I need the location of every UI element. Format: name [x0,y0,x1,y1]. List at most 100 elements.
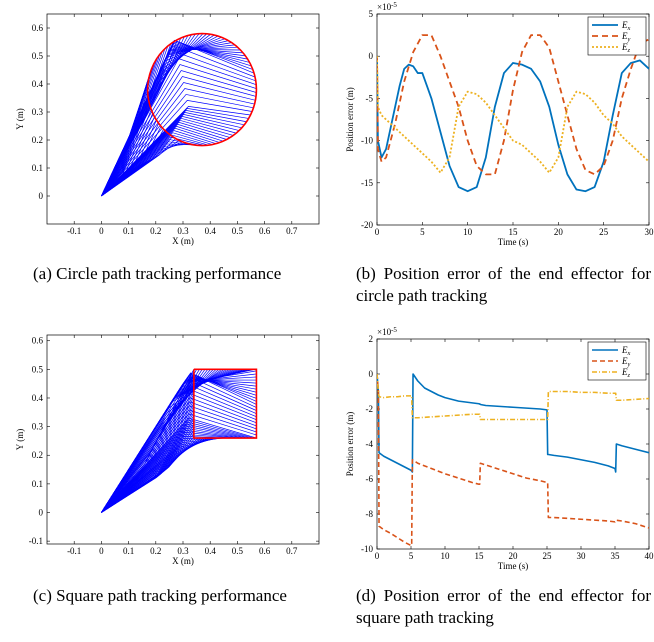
y-tick-label: 0.4 [32,79,44,89]
y-tick-label: 0 [369,51,374,61]
axes-group: -0.1 0 0.1 0.2 0.3 0.4 0.5 0.6 0.7 -0.1 0 0.1 0.2 0.3… [15,334,320,566]
x-tick-label: 0.6 [259,226,271,236]
x-tick-label: 0.4 [205,226,217,236]
robot-link [101,393,257,513]
y-tick-label: -10 [361,136,373,146]
x-tick-label: 30 [645,227,654,237]
panel-a: -0.1 0 0.1 0.2 0.3 0.4 0.5 0.6 0.7 0 0.1 0.2 0.3 0.4 0… [0,0,327,321]
x-tick-label: -0.1 [67,546,81,556]
y-tick-label: -6 [366,474,374,484]
legend-label-z: Ez [621,42,631,54]
y-tick-label: -20 [361,220,373,230]
x-tick-label: 15 [509,227,519,237]
robot-link [101,376,257,513]
y-axis-label: Position error (m) [345,412,355,477]
axes-group: -0.1 0 0.1 0.2 0.3 0.4 0.5 0.6 0.7 0 0.1 0.2 0.3 0.4 0… [15,13,320,246]
series-line-y [377,34,649,176]
x-tick-label: 5 [409,551,414,561]
chart-c-square-tracking: -0.1 0 0.1 0.2 0.3 0.4 0.5 0.6 0.7 -0.1 0 0.1 0.2 0.3… [15,334,320,566]
x-axis-label: X (m) [172,556,194,566]
robot-links [101,369,257,513]
x-tick-label: 0 [99,226,104,236]
robot-link [101,387,195,513]
x-tick-label: 0.5 [232,226,244,236]
robot-link [101,141,183,197]
chart-d-square-error: 0 5 10 15 20 25 30 35 40 -10 -8 -6 -4 -2 0 2 Time (s) Pos… [345,326,654,571]
robot-link [101,369,195,513]
y-tick-label: -8 [366,509,374,519]
exponent-label: ×10-5 [377,326,397,337]
robot-link [101,76,257,197]
y-axis-label: Position error (m) [345,87,355,152]
x-tick-label: 0.3 [177,546,189,556]
x-tick-label: 0 [375,227,380,237]
chart-a-circle-tracking: -0.1 0 0.1 0.2 0.3 0.4 0.5 0.6 0.7 0 0.1 0.2 0.3 0.4 0… [15,13,320,246]
panel-b: 0 5 10 15 20 25 30 -20 -15 -10 -5 0 5 Time (s) Positio… [327,0,654,321]
robot-link [101,381,195,513]
y-tick-label: 0 [369,369,374,379]
x-tick-label: -0.1 [67,226,81,236]
x-axis-label: Time (s) [498,561,528,571]
y-tick-label: -4 [366,439,374,449]
robot-link [101,425,246,513]
y-tick-label: 0.6 [32,23,44,33]
y-tick-label: 0.3 [32,107,44,117]
robot-link [101,375,195,513]
x-tick-label: 10 [441,551,451,561]
axes-group: 0 5 10 15 20 25 30 35 40 -10 -8 -6 -4 -2 0 2 Time (s) Pos… [345,326,654,571]
legend-label-y: Ey [621,31,631,43]
y-tick-label: -0.1 [29,536,43,546]
robot-link [101,397,257,513]
y-tick-label: 0.2 [32,450,43,460]
x-tick-label: 20 [554,227,564,237]
series-line-z [377,56,649,174]
robot-link [101,384,195,513]
caption-a: (a) Circle path tracking performance [33,264,282,283]
reference-circle-path [146,32,258,147]
y-tick-label: 0.3 [32,422,44,432]
robot-link [101,88,255,197]
x-tick-label: 0.2 [150,546,161,556]
y-tick-label: 0.5 [32,364,44,374]
y-tick-label: 0.6 [32,336,44,346]
robot-link [101,113,154,197]
robot-link [101,427,243,513]
series-line-x [377,56,649,193]
x-tick-label: 10 [463,227,473,237]
series-line-y [377,373,649,547]
robot-link [101,378,195,513]
caption-c: (c) Square path tracking performance [33,586,287,605]
caption-d: (d) Position error of the end effector f… [356,586,651,627]
x-axis-label: Time (s) [498,237,528,247]
panel-d: 0 5 10 15 20 25 30 35 40 -10 -8 -6 -4 -2 0 2 Time (s) Pos… [327,321,654,642]
x-tick-label: 35 [611,551,621,561]
robot-link [101,372,257,513]
series-line-x [377,373,649,473]
y-tick-label: 0 [39,191,44,201]
robot-link [101,396,195,513]
x-tick-label: 0.1 [123,546,134,556]
y-tick-label: 0.1 [32,163,43,173]
y-tick-label: 0.2 [32,135,43,145]
x-tick-label: 5 [420,227,425,237]
axes-group: 0 5 10 15 20 25 30 -20 -15 -10 -5 0 5 Time (s) Positio… [345,1,654,247]
caption-b: (b) Position error of the end effector f… [356,264,651,305]
robot-link [101,372,195,513]
robot-link [101,390,195,513]
y-tick-label: 2 [369,334,374,344]
x-tick-label: 40 [645,551,654,561]
x-tick-label: 20 [509,551,519,561]
x-tick-label: 0.4 [205,546,217,556]
x-tick-label: 30 [577,551,587,561]
x-axis-label: X (m) [172,236,194,246]
y-tick-label: -5 [366,93,374,103]
x-tick-label: 25 [599,227,609,237]
y-tick-label: 5 [369,9,374,19]
plot-frame [46,334,320,545]
y-axis-label: Y (m) [15,108,25,129]
x-tick-label: 25 [543,551,553,561]
x-tick-label: 0.7 [286,226,298,236]
x-tick-label: 0.2 [150,226,161,236]
